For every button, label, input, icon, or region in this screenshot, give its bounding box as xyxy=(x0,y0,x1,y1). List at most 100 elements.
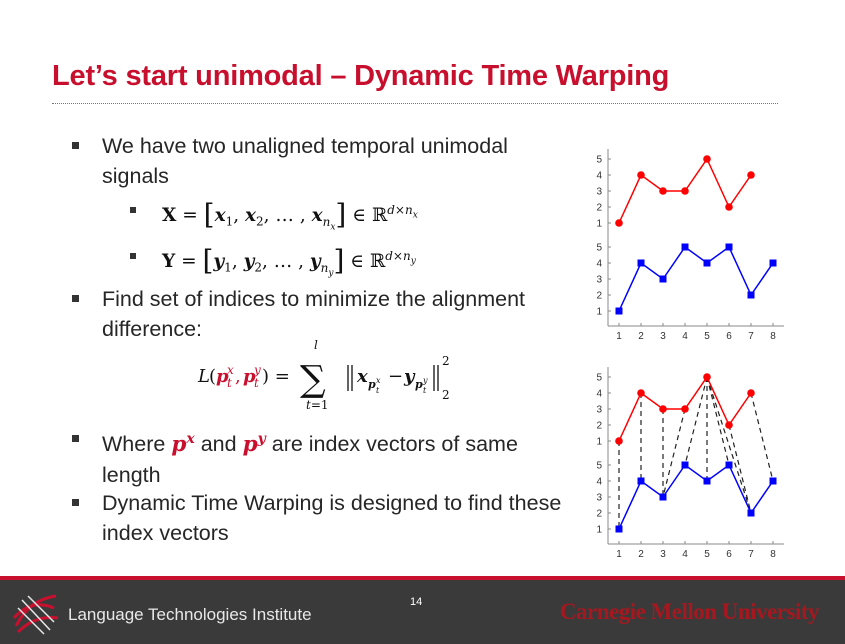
bullet-text-post: are index vectors of same length xyxy=(102,432,518,488)
svg-text:L: L xyxy=(197,366,210,387)
svg-text:p: p xyxy=(216,366,229,387)
footer: 14 Language Technologies Institute Carne… xyxy=(0,576,845,644)
bullet-text: Dynamic Time Warping is designed to find… xyxy=(102,491,562,545)
series-y-point xyxy=(615,307,623,315)
series-y-point xyxy=(769,259,777,267)
x-definition-math: X = [x1, x2, … , xnx] ∈ ℝd×nx xyxy=(162,198,418,233)
svg-text:y: y xyxy=(403,366,416,387)
series-x-point xyxy=(747,171,755,179)
svg-text:2: 2 xyxy=(442,354,450,368)
series-x-point xyxy=(703,155,711,163)
series-x-point xyxy=(637,389,645,397)
alignment-line xyxy=(728,424,752,514)
x-tick-label: 8 xyxy=(770,549,776,560)
series-x-point xyxy=(725,203,733,211)
x-tick-label: 5 xyxy=(704,549,710,560)
series-x-point xyxy=(615,437,623,445)
svg-text:x: x xyxy=(227,363,234,377)
svg-text:y: y xyxy=(253,363,261,377)
y-definition: Y = [y1, y2, … , yny] ∈ ℝd×ny xyxy=(130,244,416,279)
svg-text:,: , xyxy=(235,366,241,387)
svg-text:2: 2 xyxy=(442,388,450,402)
y-tick-label: 4 xyxy=(596,259,602,270)
bullet-signals: We have two unaligned temporal unimodal … xyxy=(72,131,572,191)
series-x-point xyxy=(615,219,623,227)
alignment-line xyxy=(706,376,752,514)
svg-text:y: y xyxy=(422,376,428,385)
x-tick-label: 5 xyxy=(704,331,710,342)
y-tick-label: 1 xyxy=(596,219,602,230)
svg-text:t: t xyxy=(376,386,380,395)
y-definition-math: Y = [y1, y2, … , yny] ∈ ℝd×ny xyxy=(162,244,416,279)
sub-bullet-marker xyxy=(130,253,136,259)
slide-title: Let’s start unimodal – Dynamic Time Warp… xyxy=(52,60,670,92)
series-y-line xyxy=(618,463,774,530)
series-x-point xyxy=(681,405,689,413)
dtw-aligned-signals-chart: 1 2 3 4 5 6 7 8 1 2 3 4 5 1 2 3 4 5 xyxy=(596,367,784,560)
series-x-point xyxy=(747,389,755,397)
x-tick-label: 4 xyxy=(682,549,688,560)
university-name: Carnegie Mellon University xyxy=(559,599,820,624)
alignment-line xyxy=(684,376,708,466)
x-tick-label: 4 xyxy=(682,331,688,342)
alignment-line xyxy=(662,408,686,498)
bullet-dtw: Dynamic Time Warping is designed to find… xyxy=(72,488,572,548)
y-tick-label: 2 xyxy=(596,291,602,302)
svg-text:t: t xyxy=(227,376,232,390)
svg-text:x: x xyxy=(356,366,368,387)
svg-text:l: l xyxy=(314,338,318,352)
series-y-line xyxy=(618,245,774,312)
series-x-point xyxy=(659,187,667,195)
py-symbol: py xyxy=(242,431,266,458)
bullet-indices: Find set of indices to minimize the alig… xyxy=(72,284,577,344)
series-x-point xyxy=(681,187,689,195)
px-symbol: px xyxy=(171,431,195,458)
series-y-point xyxy=(769,477,777,485)
y-tick-label: 5 xyxy=(596,155,602,166)
y-tick-label: 2 xyxy=(596,509,602,520)
series-x-point xyxy=(725,421,733,429)
charts-panel: 1 2 3 4 5 6 7 8 1 2 3 4 5 1 2 3 4 5 1 2 3 4 5 6 7 8 1 2 3 4 5 1 2 3 4 5 xyxy=(580,135,800,560)
x-tick-label: 1 xyxy=(616,549,622,560)
svg-text:t=1: t=1 xyxy=(306,398,329,412)
series-x-point xyxy=(703,373,711,381)
x-tick-label: 2 xyxy=(638,331,644,342)
y-tick-label: 5 xyxy=(596,461,602,472)
y-tick-label: 1 xyxy=(596,307,602,318)
svg-text:p: p xyxy=(243,366,256,387)
x-tick-label: 7 xyxy=(748,549,754,560)
x-tick-label: 7 xyxy=(748,331,754,342)
series-y-point xyxy=(637,477,645,485)
series-y-point xyxy=(725,461,733,469)
y-tick-label: 4 xyxy=(596,171,602,182)
bullet-marker xyxy=(72,295,79,302)
bullet-text-pre: Where xyxy=(102,432,166,457)
series-y-point xyxy=(615,525,623,533)
alignment-line xyxy=(750,392,774,482)
x-tick-label: 6 xyxy=(726,549,732,560)
svg-text:t: t xyxy=(423,386,427,395)
bullet-text: We have two unaligned temporal unimodal … xyxy=(102,134,508,188)
bullet-text: Find set of indices to minimize the alig… xyxy=(102,287,526,341)
series-y-point xyxy=(747,291,755,299)
svg-text:t: t xyxy=(254,376,259,390)
svg-text:) =: ) = xyxy=(262,366,290,387)
svg-text:p: p xyxy=(368,378,376,391)
x-tick-label: 8 xyxy=(770,331,776,342)
series-y-point xyxy=(747,509,755,517)
series-y-point xyxy=(637,259,645,267)
series-y-point xyxy=(725,243,733,251)
series-y-point xyxy=(703,259,711,267)
x-tick-label: 3 xyxy=(660,331,666,342)
series-x-point xyxy=(637,171,645,179)
series-y-point xyxy=(681,461,689,469)
y-tick-label: 1 xyxy=(596,437,602,448)
svg-text:x: x xyxy=(376,376,381,385)
unaligned-signals-chart: 1 2 3 4 5 6 7 8 1 2 3 4 5 1 2 3 4 5 xyxy=(596,149,784,342)
y-tick-label: 1 xyxy=(596,525,602,536)
lti-logo-icon xyxy=(12,594,59,635)
y-tick-label: 4 xyxy=(596,389,602,400)
x-tick-label: 1 xyxy=(616,331,622,342)
loss-formula-svg: L ( p x t , p y t ) = l ∑ t=1 x p x t − … xyxy=(197,338,450,412)
svg-text:p: p xyxy=(415,378,423,391)
